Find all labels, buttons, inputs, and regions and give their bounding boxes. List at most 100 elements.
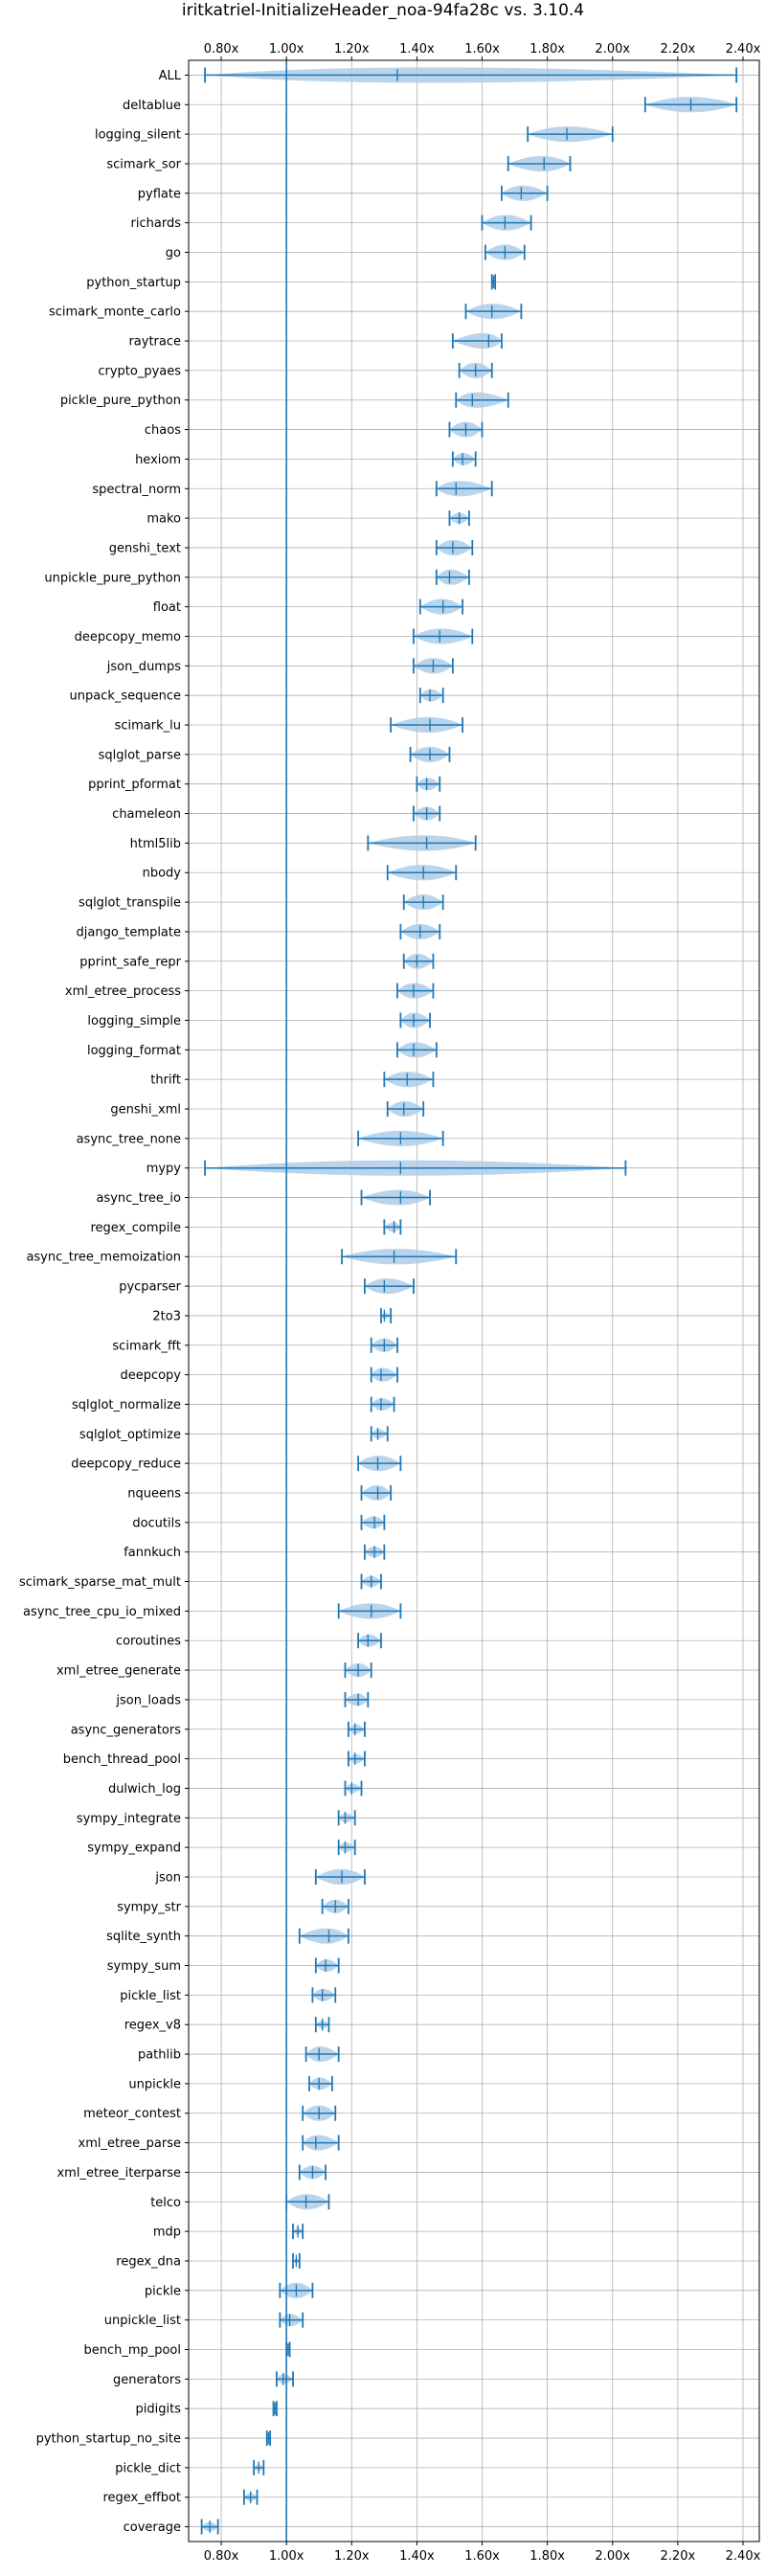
benchmark-label: unpickle_pure_python: [44, 571, 181, 585]
benchmark-label: deepcopy: [120, 1368, 181, 1383]
benchmark-label: crypto_pyaes: [98, 364, 181, 378]
benchmark-label: dulwich_log: [108, 1782, 181, 1796]
chart-title: iritkatriel-InitializeHeader_noa-94fa28c…: [182, 1, 584, 20]
benchmark-label: sympy_expand: [87, 1842, 181, 1856]
benchmark-label: async_tree_cpu_io_mixed: [23, 1605, 181, 1619]
benchmark-label: python_startup: [86, 276, 181, 290]
benchmark-label: unpickle: [128, 2077, 181, 2091]
y-tick-labels: ALL deltablue logging_silent scimark_sorpyf…: [19, 69, 189, 2535]
benchmark-label: deepcopy_memo: [75, 630, 181, 644]
benchmark-label: json_loads: [115, 1693, 181, 1707]
x-tick-label-bottom: 2.20x: [661, 2549, 696, 2564]
benchmark-label: pprint_pformat: [88, 778, 181, 792]
violin-layer: [201, 67, 737, 2532]
x-tick-labels: 0.80x 0.80x 1.00x 1.00x 1.20x 1.20x 1.40x 1.40x…: [204, 42, 761, 2564]
benchmark-label: deepcopy_reduce: [71, 1457, 181, 1472]
x-tick-label-top: 0.80x: [204, 42, 239, 56]
x-tick-label-top: 1.40x: [399, 42, 435, 56]
benchmark-label: genshi_xml: [110, 1103, 181, 1118]
benchmark-label: chaos: [145, 423, 181, 438]
x-tick-label-top: 1.60x: [464, 42, 500, 56]
benchmark-label: scimark_sor: [106, 157, 181, 171]
benchmark-label: sympy_sum: [107, 1959, 181, 1974]
x-tick-label-bottom: 1.20x: [334, 2549, 370, 2564]
benchmark-label: sympy_integrate: [77, 1812, 181, 1826]
x-tick-label-top: 2.40x: [726, 42, 761, 56]
plot-frame: [188, 59, 760, 2542]
benchmark-label: spectral_norm: [92, 483, 181, 497]
benchmark-label: docutils: [132, 1516, 181, 1530]
benchmark-label: python_startup_no_site: [36, 2432, 181, 2447]
benchmark-label: unpack_sequence: [69, 689, 181, 704]
benchmark-label: bench_thread_pool: [63, 1752, 181, 1767]
benchmark-label: xml_etree_generate: [56, 1664, 181, 1679]
benchmark-label: telco: [150, 2196, 181, 2210]
benchmark-label: logging_simple: [87, 1014, 181, 1028]
benchmark-label: scimark_fft: [112, 1339, 181, 1353]
benchmark-label: richards: [131, 216, 182, 231]
benchmark-label: sqlglot_transpile: [79, 896, 181, 911]
x-tick-label-bottom: 1.40x: [399, 2549, 435, 2564]
x-tick-label-bottom: 1.00x: [269, 2549, 304, 2564]
benchmark-label: pickle_dict: [115, 2461, 181, 2475]
benchmark-label: ALL: [159, 69, 182, 83]
benchmark-label: scimark_sparse_mat_mult: [19, 1575, 181, 1590]
x-tick-label-top: 2.00x: [595, 42, 630, 56]
x-tick-label-bottom: 2.00x: [595, 2549, 630, 2564]
benchmark-label: sqlite_synth: [106, 1930, 181, 1944]
x-tick-label-top: 1.20x: [334, 42, 370, 56]
benchmark-label: hexiom: [135, 453, 181, 467]
benchmark-label: mako: [146, 512, 181, 527]
benchmark-label: thrift: [150, 1073, 181, 1088]
benchmark-label: meteor_contest: [83, 2107, 181, 2121]
benchmark-label: html5lib: [130, 837, 181, 851]
benchmark-label: regex_dna: [116, 2254, 181, 2269]
benchmark-label: sqlglot_normalize: [72, 1398, 181, 1412]
x-tick-label-top: 2.20x: [661, 42, 696, 56]
x-tick-label-top: 1.00x: [269, 42, 304, 56]
benchmark-label: xml_etree_parse: [79, 2136, 181, 2151]
benchmark-label: pickle_pure_python: [60, 394, 181, 408]
x-tick-label-bottom: 0.80x: [204, 2549, 239, 2564]
grid-layer: [189, 60, 759, 2542]
benchmark-label: sqlglot_parse: [99, 748, 181, 762]
benchmark-label: sympy_str: [117, 1900, 181, 1914]
benchmark-label: pickle: [145, 2284, 181, 2298]
benchmark-label: bench_mp_pool: [83, 2343, 181, 2358]
benchmark-label: async_tree_none: [77, 1132, 181, 1146]
benchmark-label: pycparser: [119, 1280, 181, 1295]
benchmark-label: deltablue: [123, 99, 181, 113]
benchmark-label: json_dumps: [106, 660, 181, 674]
benchmark-label: pyflate: [138, 187, 181, 201]
benchmark-label: float: [153, 600, 181, 615]
benchmark-label: pidigits: [136, 2403, 182, 2417]
benchmark-label: chameleon: [112, 807, 181, 822]
x-tick-label-bottom: 1.80x: [529, 2549, 565, 2564]
benchmark-label: async_tree_io: [96, 1191, 181, 1206]
benchmark-label: logging_format: [87, 1044, 181, 1058]
benchmark-label: async_tree_memoization: [26, 1251, 181, 1265]
range-layer: [200, 67, 738, 2535]
benchmark-label: raytrace: [128, 335, 181, 350]
benchmark-label: coroutines: [116, 1635, 181, 1649]
benchmark-label: mypy: [146, 1162, 182, 1176]
benchmark-label: unpickle_list: [104, 2314, 181, 2328]
benchmark-label: async_generators: [71, 1723, 182, 1737]
benchmark-label: scimark_monte_carlo: [49, 305, 181, 320]
benchmark-label: regex_effbot: [102, 2491, 181, 2505]
benchmark-label: coverage: [124, 2520, 181, 2535]
x-tick-label-top: 1.80x: [529, 42, 565, 56]
benchmark-label: scimark_lu: [115, 719, 181, 734]
benchmark-label: xml_etree_process: [65, 984, 181, 999]
x-tick-label-bottom: 1.60x: [464, 2549, 500, 2564]
benchmark-label: mdp: [153, 2226, 181, 2240]
benchmark-label: regex_v8: [124, 2019, 181, 2033]
benchmark-label: xml_etree_iterparse: [56, 2166, 181, 2181]
benchmark-label: go: [166, 246, 181, 260]
benchmark-label: pickle_list: [120, 1989, 181, 2003]
benchmark-label: sqlglot_optimize: [79, 1428, 181, 1442]
benchmark-label: pathlib: [138, 2048, 181, 2063]
x-tick-label-bottom: 2.40x: [726, 2549, 761, 2564]
benchmark-label: json: [154, 1870, 181, 1885]
benchmark-label: genshi_text: [109, 541, 181, 555]
